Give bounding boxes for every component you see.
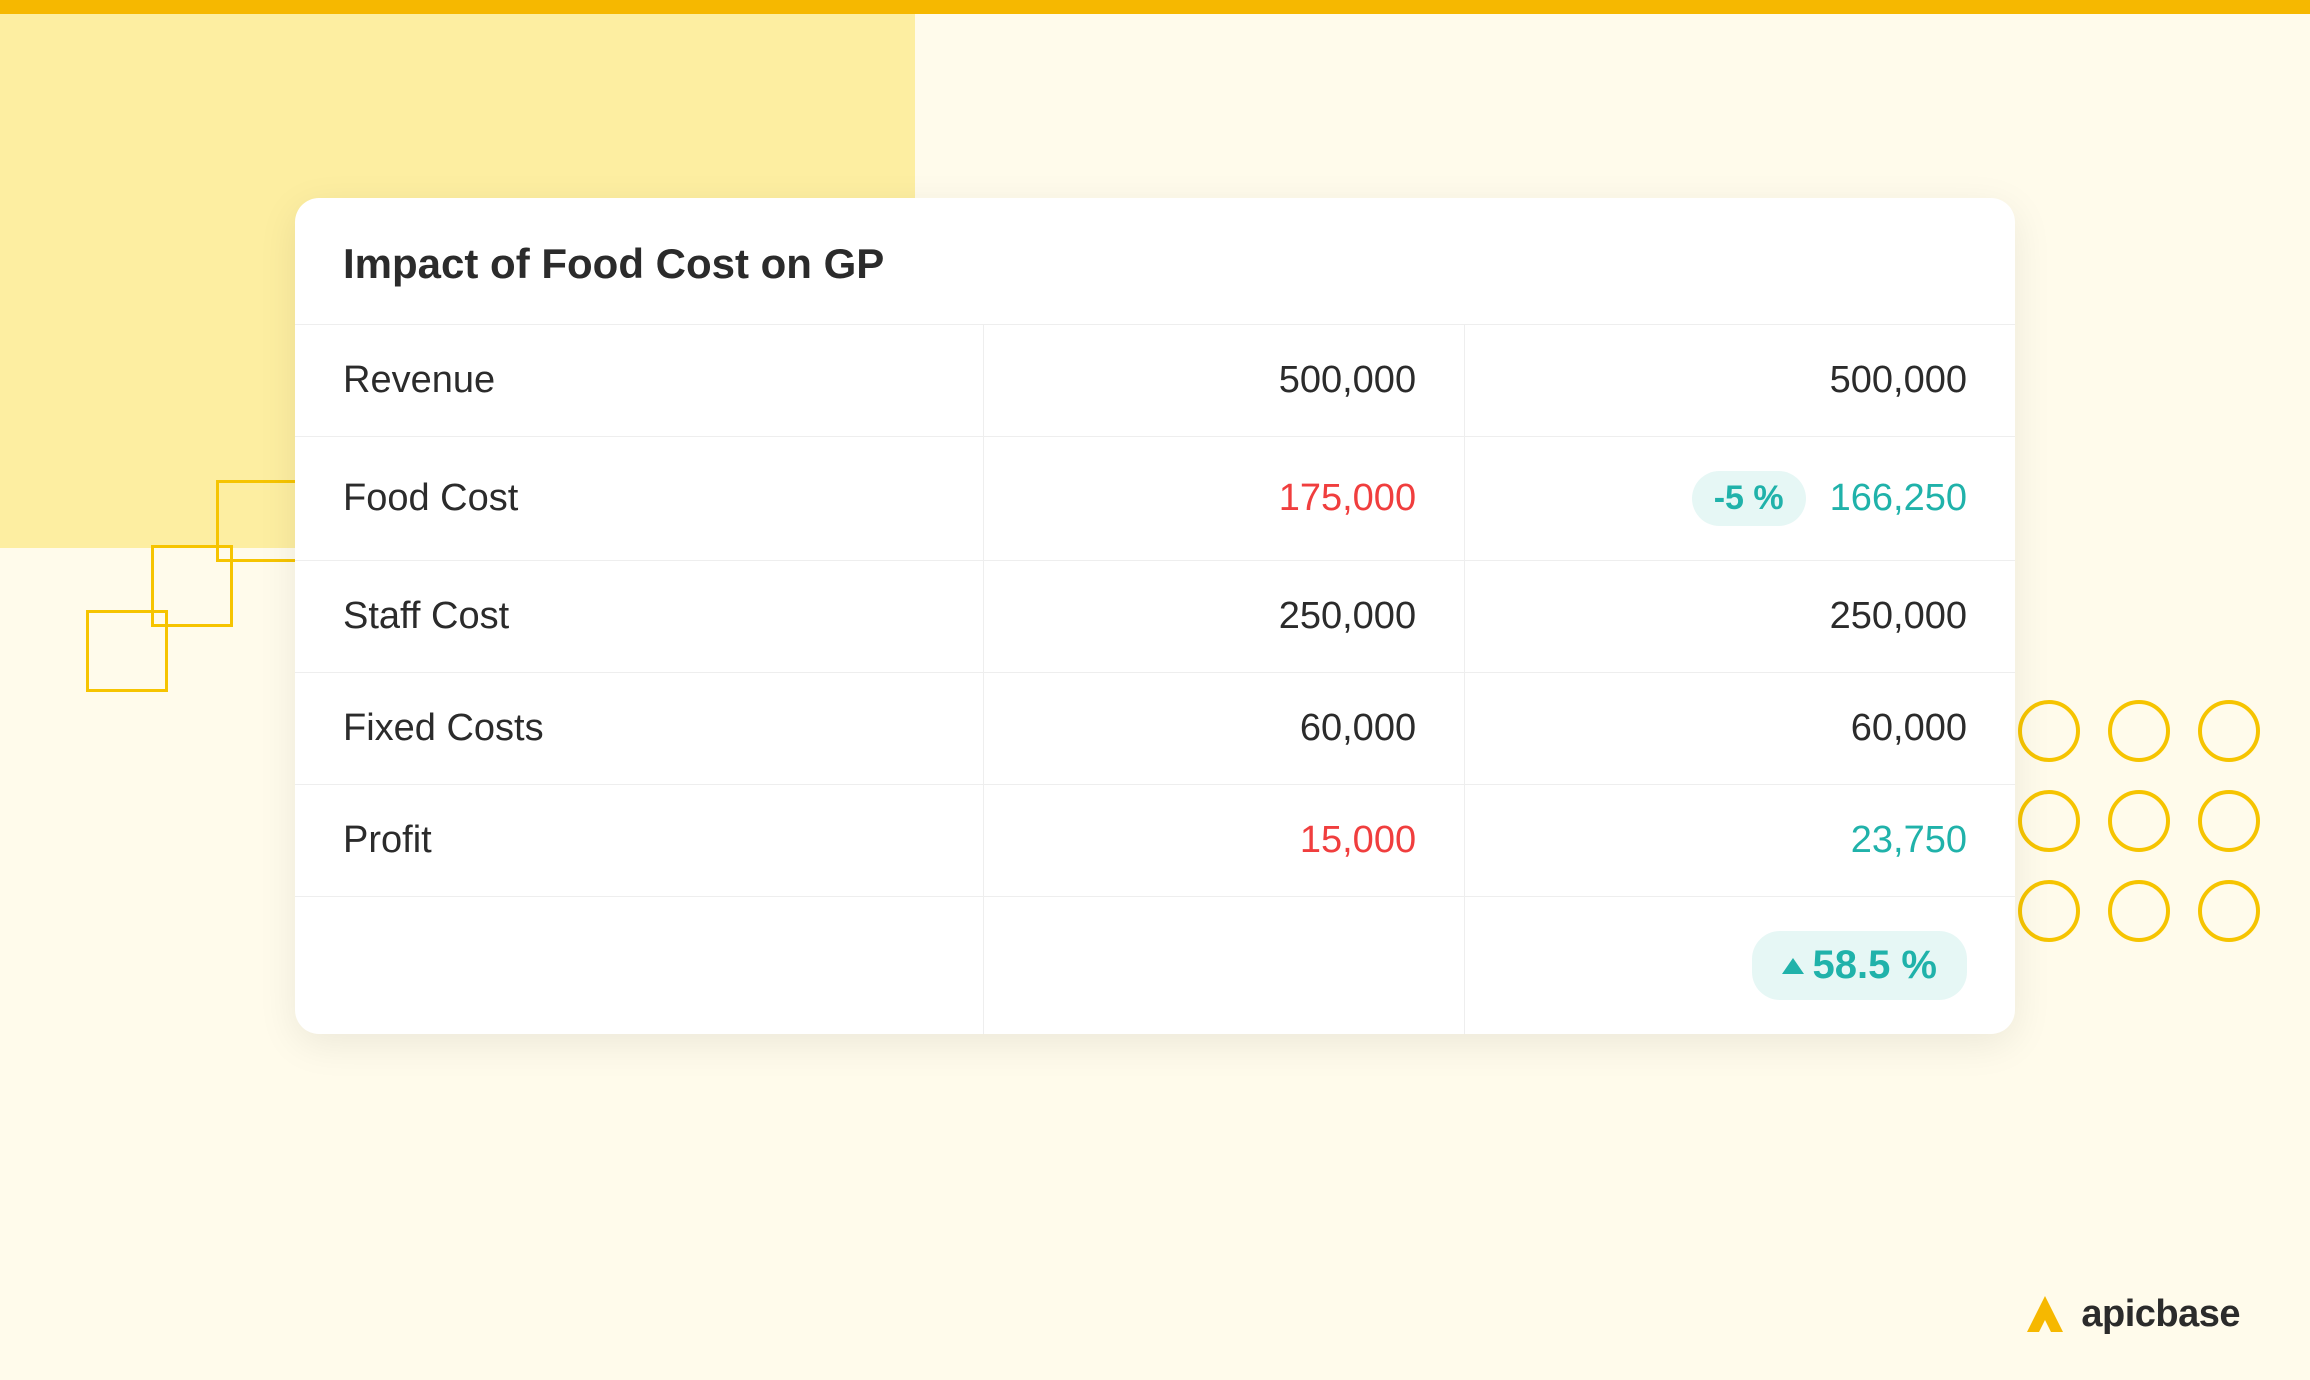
decorative-squares [86, 480, 316, 680]
row-value-b: 60,000 [1465, 673, 2015, 785]
summary-label-empty [295, 897, 983, 1035]
row-value-a: 500,000 [983, 325, 1465, 437]
card-header: Impact of Food Cost on GP [295, 198, 2015, 324]
summary-change-badge: 58.5 % [1752, 931, 1967, 1000]
row-value-b: 250,000 [1465, 561, 2015, 673]
row-value-b: 500,000 [1465, 325, 2015, 437]
summary-col-a-empty [983, 897, 1465, 1035]
triangle-up-icon [1782, 958, 1804, 974]
table-row: Profit15,000 23,750 [295, 785, 2015, 897]
row-value-b: 23,750 [1465, 785, 2015, 897]
row-value-a: 15,000 [983, 785, 1465, 897]
row-label: Revenue [295, 325, 983, 437]
table-row: Food Cost175,000 -5 % 166,250 [295, 437, 2015, 561]
table-summary-row: 58.5 % [295, 897, 2015, 1035]
table-card: Impact of Food Cost on GP Revenue500,000… [295, 198, 2015, 1034]
row-label: Food Cost [295, 437, 983, 561]
brand-name: apicbase [2081, 1293, 2240, 1336]
row-value-b-text: 166,250 [1830, 477, 1967, 520]
row-value-b-text: 250,000 [1830, 595, 1967, 638]
brand-logo: apicbase [2023, 1292, 2240, 1336]
row-value-b: -5 % 166,250 [1465, 437, 2015, 561]
table-row: Fixed Costs60,00060,000 [295, 673, 2015, 785]
accent-top-bar [0, 0, 2310, 14]
change-badge: -5 % [1692, 471, 1806, 526]
apicbase-logo-icon [2023, 1292, 2067, 1336]
card-title: Impact of Food Cost on GP [343, 240, 1967, 288]
table-row: Revenue500,000500,000 [295, 325, 2015, 437]
row-value-b-text: 60,000 [1851, 707, 1967, 750]
row-value-b-text: 23,750 [1851, 819, 1967, 862]
table-row: Staff Cost250,000250,000 [295, 561, 2015, 673]
row-value-a: 175,000 [983, 437, 1465, 561]
impact-table: Revenue500,000500,000Food Cost175,000-5 … [295, 324, 2015, 1034]
summary-change-text: 58.5 % [1812, 943, 1937, 988]
row-label: Staff Cost [295, 561, 983, 673]
row-value-a: 250,000 [983, 561, 1465, 673]
row-label: Fixed Costs [295, 673, 983, 785]
row-value-b-text: 500,000 [1830, 359, 1967, 402]
row-value-a: 60,000 [983, 673, 1465, 785]
summary-col-b: 58.5 % [1465, 897, 2015, 1035]
row-label: Profit [295, 785, 983, 897]
